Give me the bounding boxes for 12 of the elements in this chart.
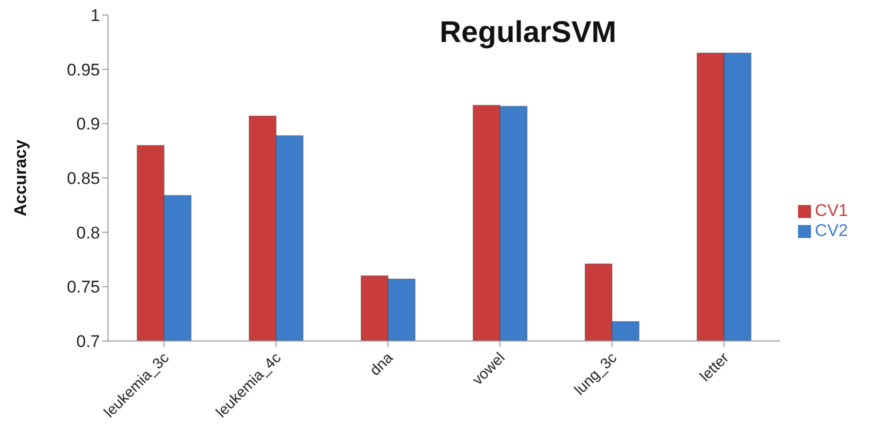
- y-tick-label: 0.75: [66, 278, 100, 297]
- legend-label: CV1: [814, 200, 848, 220]
- y-tick-label: 0.8: [76, 223, 100, 242]
- y-tick-label: 0.9: [76, 114, 100, 134]
- y-tick-label: 1: [90, 6, 100, 26]
- y-tick-label: 0.7: [76, 332, 100, 352]
- legend-label: CV2: [814, 220, 848, 240]
- y-tick-label: 0.95: [66, 60, 100, 80]
- y-axis-title: Accuracy: [11, 139, 30, 216]
- chart-title: RegularSVM: [438, 16, 618, 50]
- y-tick-label: 0.85: [66, 169, 100, 188]
- x-tick-label: dna: [366, 349, 397, 380]
